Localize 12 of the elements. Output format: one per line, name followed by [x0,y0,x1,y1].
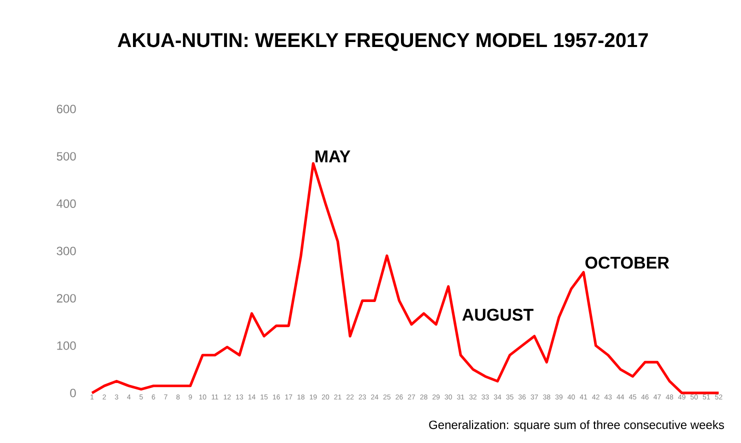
y-tick-label: 200 [56,294,76,303]
annotation: AUGUST [462,308,534,321]
y-tick-label: 0 [70,388,76,398]
annotation: OCTOBER [585,256,670,269]
y-tick-label: 400 [56,199,76,208]
text: Generalization: square sum of three consecutive weeks [429,420,724,432]
y-tick-label: 500 [56,152,76,161]
y-tick-label: 100 [57,341,76,350]
annotation: MAY [316,150,350,162]
chart-title: AKUA-NUTIN: WEEKLY FREQUENCY MODEL 1957-2017 [118,33,648,51]
y-tick-label: 600 [56,104,76,114]
y-tick-label: 300 [56,246,76,256]
